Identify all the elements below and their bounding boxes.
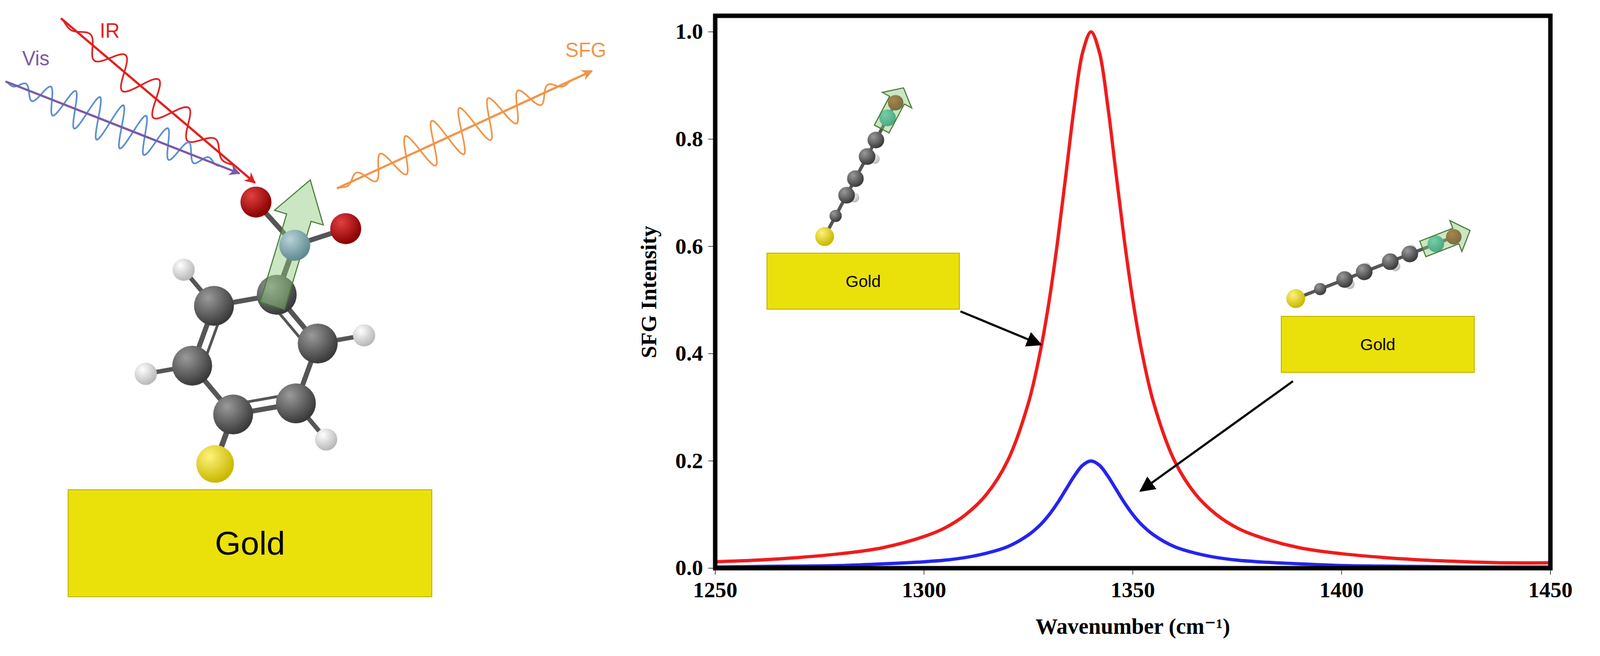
- svg-text:0.4: 0.4: [675, 340, 704, 366]
- svg-text:1350: 1350: [1110, 577, 1155, 603]
- svg-text:1400: 1400: [1319, 577, 1364, 603]
- svg-text:0.0: 0.0: [675, 555, 704, 581]
- svg-text:1.0: 1.0: [675, 18, 704, 44]
- svg-text:SFG Intensity: SFG Intensity: [636, 226, 662, 359]
- svg-text:0.6: 0.6: [675, 233, 704, 259]
- svg-text:0.2: 0.2: [675, 448, 704, 474]
- svg-text:Gold: Gold: [1360, 335, 1395, 354]
- svg-text:0.8: 0.8: [675, 126, 704, 152]
- svg-text:SFG: SFG: [565, 38, 607, 62]
- svg-text:Wavenumber (cm⁻¹): Wavenumber (cm⁻¹): [1035, 614, 1230, 640]
- svg-text:Vis: Vis: [22, 47, 50, 70]
- svg-text:Gold: Gold: [215, 524, 286, 562]
- svg-text:Gold: Gold: [845, 272, 881, 291]
- svg-text:IR: IR: [99, 19, 120, 43]
- svg-text:1250: 1250: [693, 577, 738, 603]
- svg-text:1300: 1300: [901, 577, 947, 603]
- svg-text:1450: 1450: [1528, 577, 1573, 603]
